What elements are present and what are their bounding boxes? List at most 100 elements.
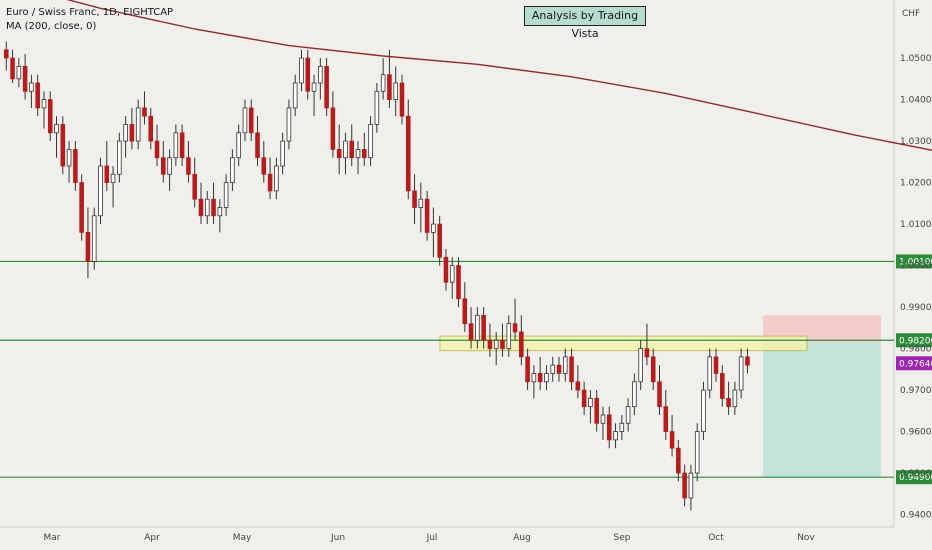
candle-down — [362, 148, 367, 159]
candle-up — [318, 65, 323, 84]
candle-down — [512, 323, 518, 333]
candle-down — [336, 148, 342, 159]
time-tick-label: Mar — [44, 533, 61, 543]
candle-up — [531, 373, 537, 383]
indicator-label[interactable]: MA (200, close, 0) — [6, 21, 97, 32]
candle-up — [16, 65, 22, 80]
candle-down — [179, 132, 185, 159]
candle-down — [22, 65, 28, 92]
price-tick-label: 1.04000 — [900, 96, 932, 106]
ma-200-line — [66, 0, 932, 151]
candle-up — [123, 124, 128, 142]
candle-up — [550, 364, 556, 374]
price-tick-label: 1.01000 — [900, 220, 932, 230]
candle-down — [3, 49, 9, 59]
candle-up — [286, 107, 292, 142]
candle-down — [519, 331, 524, 358]
candle-up — [355, 148, 361, 159]
candle-down — [405, 115, 411, 192]
candle-down — [186, 157, 191, 175]
candle-down — [462, 298, 468, 325]
price-tick-label: 1.00000 — [900, 262, 932, 272]
candle-down — [148, 115, 154, 142]
candle-up — [98, 165, 103, 217]
candle-up — [230, 157, 235, 183]
candle-up — [475, 314, 480, 341]
candle-up — [380, 74, 386, 92]
candle-up — [544, 373, 549, 383]
candle-up — [91, 215, 97, 262]
candle-up — [619, 422, 625, 432]
candle-down — [261, 157, 267, 175]
level-price-tag — [896, 333, 932, 348]
candle-up — [110, 173, 116, 183]
candle-down — [481, 314, 486, 341]
candle-down — [556, 364, 562, 374]
candle-up — [236, 132, 241, 159]
candle-down — [487, 339, 493, 349]
candle-down — [537, 373, 543, 383]
time-tick-label: Aug — [513, 533, 531, 543]
candle-up — [431, 223, 436, 233]
candle-up — [223, 182, 229, 208]
candle-down — [468, 323, 474, 341]
candle-up — [173, 132, 179, 159]
candle-up — [292, 82, 298, 109]
candle-down — [500, 339, 505, 349]
candle-down — [73, 148, 78, 183]
candle-down — [79, 182, 84, 233]
candle-down — [575, 381, 581, 391]
candle-down — [211, 198, 216, 217]
candle-up — [167, 157, 172, 175]
candle-down — [443, 256, 449, 283]
price-tick-label: 1.03000 — [900, 137, 932, 147]
candle-down — [35, 82, 40, 109]
candle-down — [60, 124, 66, 167]
candle-down — [720, 373, 725, 399]
last-price-tag — [896, 356, 932, 371]
candle-up — [449, 265, 455, 283]
candle-up — [613, 431, 618, 441]
candle-up — [393, 82, 398, 100]
candle-up — [374, 90, 380, 125]
time-tick-label: Oct — [708, 533, 724, 543]
candle-down — [657, 381, 662, 408]
candle-up — [506, 323, 512, 349]
symbol-title[interactable]: Euro / Swiss Franc, 1D, EIGHTCAP — [6, 7, 174, 18]
candle-down — [663, 406, 669, 432]
candle-up — [600, 414, 606, 424]
candle-up — [41, 99, 47, 109]
candle-up — [204, 198, 210, 217]
candle-down — [305, 57, 311, 92]
candle-down — [669, 431, 675, 449]
candle-up — [299, 57, 304, 84]
candle-up — [242, 107, 248, 134]
candle-down — [161, 157, 166, 175]
candle-down — [324, 65, 329, 109]
candle-down — [644, 348, 650, 358]
candle-down — [154, 140, 160, 159]
currency-label: CHF — [902, 9, 920, 19]
candle-down — [192, 173, 197, 200]
time-tick-label: Nov — [797, 533, 815, 543]
candle-up — [217, 207, 223, 217]
level-price-tag — [896, 254, 932, 269]
candle-down — [399, 82, 405, 117]
candle-up — [707, 356, 713, 391]
last-price-label: 0.97646 — [899, 359, 932, 369]
candle-up — [54, 124, 59, 134]
candle-up — [588, 397, 593, 408]
candle-up — [625, 406, 631, 424]
price-tick-label: 1.02000 — [900, 179, 932, 189]
candle-up — [563, 356, 568, 374]
time-tick-label: Jun — [330, 533, 345, 543]
candle-down — [267, 173, 273, 192]
candle-down — [255, 132, 260, 159]
price-tick-label: 0.99000 — [900, 303, 932, 313]
